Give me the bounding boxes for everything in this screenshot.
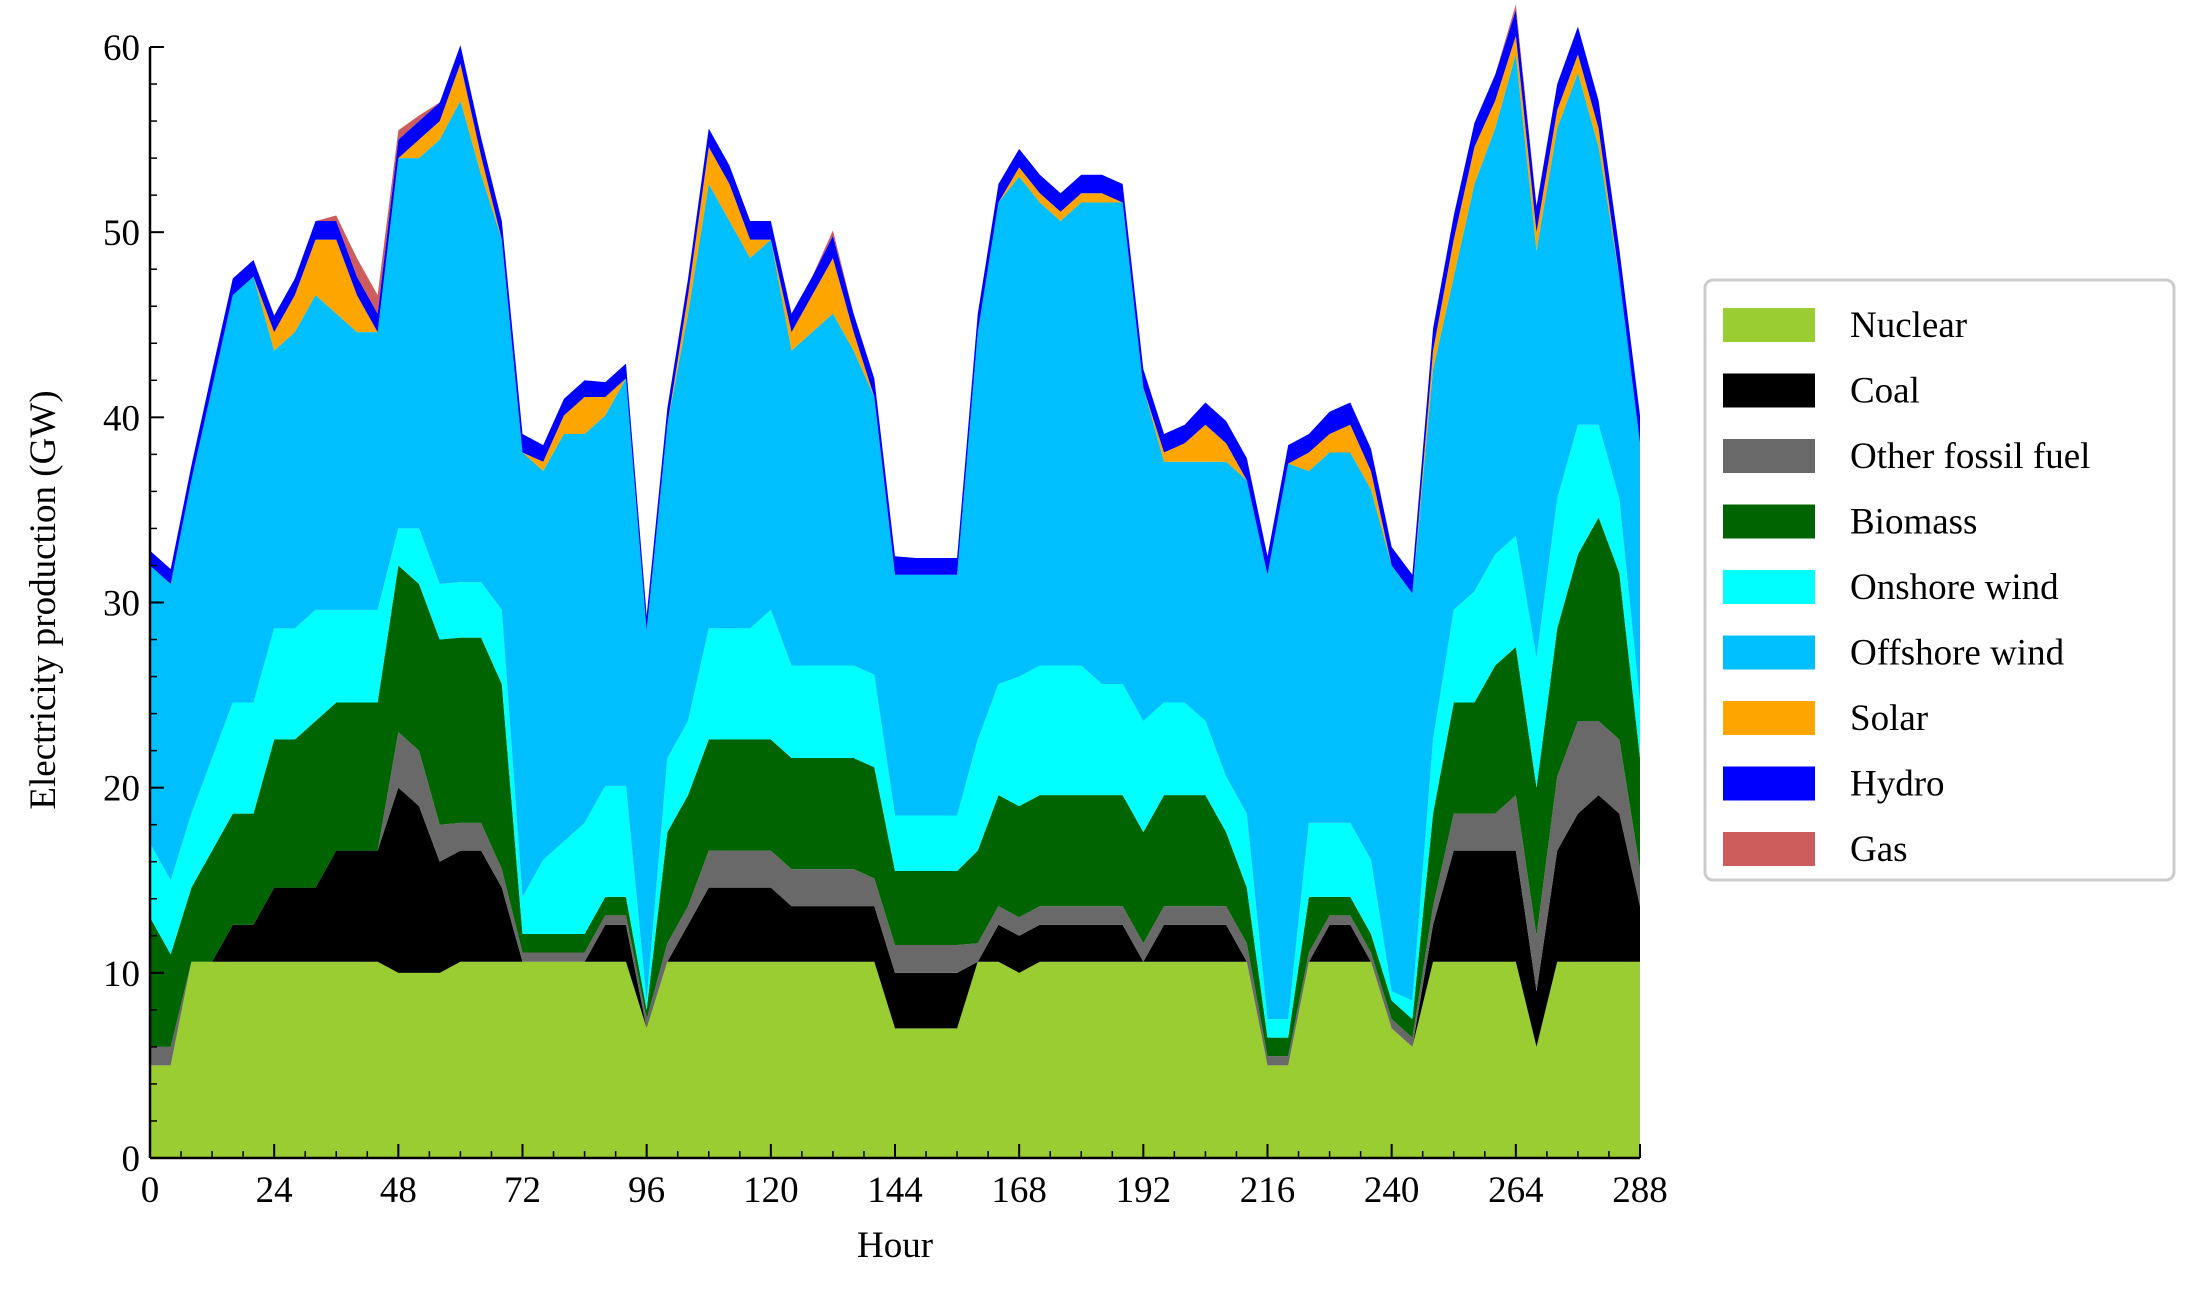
x-tick-label: 48 [380,1170,417,1211]
area-offshore-wind [150,54,1640,1020]
x-tick-label: 264 [1488,1170,1544,1211]
area-coal [150,787,1640,1066]
x-tick-label: 288 [1612,1170,1668,1211]
x-tick-label: 216 [1240,1170,1296,1211]
y-tick-label: 40 [103,398,140,439]
x-tick-label: 0 [141,1170,160,1211]
y-tick-label: 0 [122,1139,141,1180]
axes: 0 24 48 72 96 120 144 168 192 216 240 264 288 0 10 20 30… [103,28,1668,1211]
x-tick-label: 24 [256,1170,293,1211]
x-tick-label: 144 [867,1170,923,1211]
x-tick-label: 120 [743,1170,799,1211]
legend-swatch [1723,635,1815,670]
legend-label: Hydro [1850,764,1945,805]
area-biomass [150,517,1640,1057]
legend-label: Gas [1850,829,1908,870]
x-tick-label: 192 [1116,1170,1172,1211]
x-tick-label: 240 [1364,1170,1420,1211]
legend-frame [1703,278,2176,882]
legend-label: Solar [1850,698,1928,739]
legend-label: Biomass [1850,502,1977,543]
area-nuclear [150,961,1640,1158]
y-tick-label: 10 [103,954,140,995]
legend-swatch [1723,832,1815,866]
legend-swatch [1723,439,1815,473]
x-tick-label: 168 [991,1170,1047,1211]
legend-label: Nuclear [1850,305,1967,346]
legend-label: Coal [1850,371,1920,412]
legend-swatch [1723,766,1815,801]
y-tick-label: 30 [103,584,140,625]
legend-swatch [1723,308,1815,342]
x-tick-label: 72 [504,1170,541,1211]
legend-label: Offshore wind [1850,633,2065,674]
legend-swatch [1723,570,1815,604]
legend-label: Onshore wind [1850,567,2059,608]
y-tick-label: 60 [103,28,140,69]
x-axis-label: Hour [857,1225,933,1266]
legend: Nuclear Coal Other fossil fuel Biomass Onsho… [1703,278,2176,882]
legend-swatch [1723,373,1815,408]
legend-label: Other fossil fuel [1850,436,2090,477]
legend-swatch [1723,504,1815,539]
y-axis-label: Electricity production (GW) [23,390,64,809]
y-tick-label: 20 [103,769,140,810]
x-tick-label: 96 [628,1170,665,1211]
y-tick-label: 50 [103,213,140,254]
area-series-group [150,4,1640,1158]
legend-swatch [1723,701,1815,735]
